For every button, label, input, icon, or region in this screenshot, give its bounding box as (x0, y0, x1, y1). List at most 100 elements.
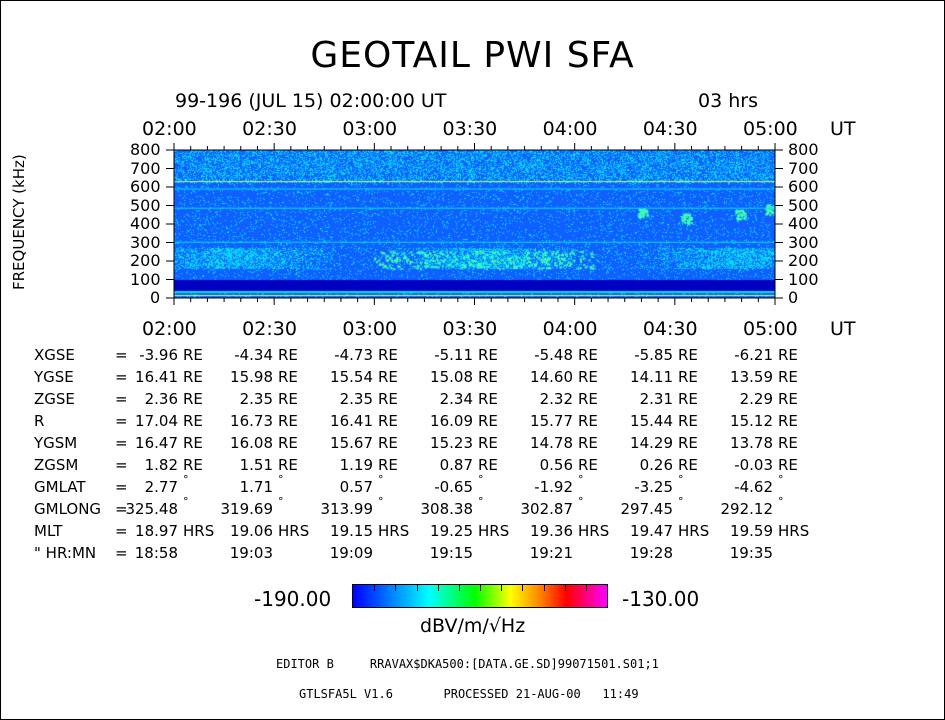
ephemeris-unit: RE (478, 368, 498, 386)
ephemeris-value: 15.54 (330, 368, 373, 386)
ephemeris-unit: ° (778, 495, 784, 508)
ephemeris-value: 15.23 (430, 434, 473, 452)
ephemeris-label: MLT (34, 522, 63, 540)
colorbar-tick (585, 585, 587, 591)
y-axis-title: FREQUENCY (kHz) (10, 154, 28, 290)
ephemeris-value: -0.03 (734, 456, 773, 474)
ephemeris-value: 1.51 (239, 456, 273, 474)
ephemeris-value: 0.56 (539, 456, 573, 474)
ephemeris-unit: HRS (478, 522, 510, 540)
ephemeris-label: YGSE (34, 368, 74, 386)
editor-line: EDITOR B RRAVAX$DKA500:[DATA.GE.SD]99071… (276, 657, 659, 671)
ephemeris-value: 19.59 (730, 522, 773, 540)
x-tick-label-top: 04:30 (642, 118, 698, 140)
colorbar-unit-label: dBV/m/√Hz (420, 615, 526, 637)
y-tick-label-right: 500 (788, 195, 819, 215)
ephemeris-unit: RE (678, 456, 698, 474)
y-tick-label-left: 0 (150, 288, 161, 307)
ephemeris-value: 16.73 (230, 412, 273, 430)
ephemeris-unit: RE (183, 368, 203, 386)
ephemeris-value: -5.85 (634, 346, 673, 364)
ephemeris-value: 18.97 (135, 522, 178, 540)
ephemeris-unit: RE (183, 390, 203, 408)
ephemeris-unit: RE (678, 412, 698, 430)
x-unit-label-bottom: UT (830, 318, 856, 340)
ephemeris-unit: RE (183, 346, 203, 364)
ephemeris-value: 15.44 (630, 412, 673, 430)
ephemeris-unit: HRS (678, 522, 710, 540)
ephemeris-unit: RE (778, 346, 798, 364)
ephemeris-unit: ° (678, 495, 684, 508)
ephemeris-unit: ° (578, 495, 584, 508)
ephemeris-unit: RE (778, 390, 798, 408)
colorbar-tick (395, 585, 397, 591)
ephemeris-value: 16.47 (135, 434, 178, 452)
ephemeris-value: 1.71 (239, 478, 273, 496)
ephemeris-unit: RE (578, 390, 598, 408)
ephemeris-unit: RE (478, 346, 498, 364)
ephemeris-value: 16.08 (230, 434, 273, 452)
colorbar-tick (437, 585, 439, 591)
ephemeris-value: 292.12 (720, 500, 774, 518)
ephemeris-unit: RE (678, 346, 698, 364)
ephemeris-value: -4.34 (234, 346, 273, 364)
x-tick-label-top: 03:30 (442, 118, 498, 140)
equals-sign: = (115, 478, 128, 496)
ephemeris-label: " HR:MN (34, 544, 97, 562)
ephemeris-unit: HRS (378, 522, 410, 540)
y-tick-label-left: 500 (130, 195, 161, 215)
ephemeris-label: GMLONG (34, 500, 102, 518)
x-tick-label-bottom: 03:30 (442, 318, 498, 340)
equals-sign: = (115, 434, 128, 452)
ephemeris-unit: RE (278, 412, 298, 430)
ephemeris-unit: RE (378, 434, 398, 452)
y-tick-label-right: 600 (788, 177, 819, 196)
x-tick-label-bottom: 04:00 (542, 318, 598, 340)
ephemeris-value: 19.06 (230, 522, 273, 540)
ephemeris-value: 14.29 (630, 434, 673, 452)
ephemeris-unit: RE (183, 412, 203, 430)
ephemeris-unit: ° (183, 495, 189, 508)
ephemeris-unit: RE (183, 456, 203, 474)
ephemeris-unit: RE (678, 390, 698, 408)
ephemeris-value: 14.11 (630, 368, 673, 386)
ephemeris-value: 16.41 (135, 368, 178, 386)
ephemeris-value: -4.73 (334, 346, 373, 364)
colorbar-tick (543, 585, 545, 591)
ephemeris-value: 2.29 (739, 390, 773, 408)
ephemeris-unit: ° (183, 473, 189, 486)
ephemeris-label: GMLAT (34, 478, 86, 496)
ephemeris-unit: RE (778, 434, 798, 452)
ephemeris-value: -5.48 (534, 346, 573, 364)
ephemeris-value: 13.59 (730, 368, 773, 386)
ephemeris-value: 2.36 (144, 390, 178, 408)
ephemeris-unit: RE (183, 434, 203, 452)
ephemeris-value: 1.19 (339, 456, 373, 474)
ephemeris-unit: RE (378, 456, 398, 474)
colorbar-tick (522, 585, 524, 591)
y-tick-label-left: 700 (130, 158, 161, 178)
ephemeris-unit: ° (478, 495, 484, 508)
ephemeris-value: 19:15 (429, 544, 473, 562)
ephemeris-unit: RE (378, 412, 398, 430)
ephemeris-value: 19:28 (629, 544, 673, 562)
x-tick-label-bottom: 02:30 (242, 318, 297, 340)
y-tick-label-right: 200 (788, 251, 819, 270)
ephemeris-unit: RE (778, 456, 798, 474)
ephemeris-unit: ° (278, 473, 284, 486)
colorbar-tick (564, 585, 566, 591)
ephemeris-value: 17.04 (135, 412, 178, 430)
ephemeris-value: -3.96 (139, 346, 178, 364)
duration-label: 03 hrs (698, 90, 758, 112)
version-line: GTLSFA5L V1.6 PROCESSED 21-AUG-00 11:49 (299, 687, 639, 701)
y-tick-label-right: 400 (788, 214, 819, 233)
ephemeris-unit: HRS (278, 522, 310, 540)
y-tick-label-right: 0 (788, 288, 799, 307)
ephemeris-value: 15.67 (330, 434, 373, 452)
colorbar (352, 584, 608, 608)
ephemeris-unit: RE (278, 456, 298, 474)
ephemeris-value: 15.98 (230, 368, 273, 386)
ephemeris-unit: ° (278, 495, 284, 508)
ephemeris-unit: ° (578, 473, 584, 486)
